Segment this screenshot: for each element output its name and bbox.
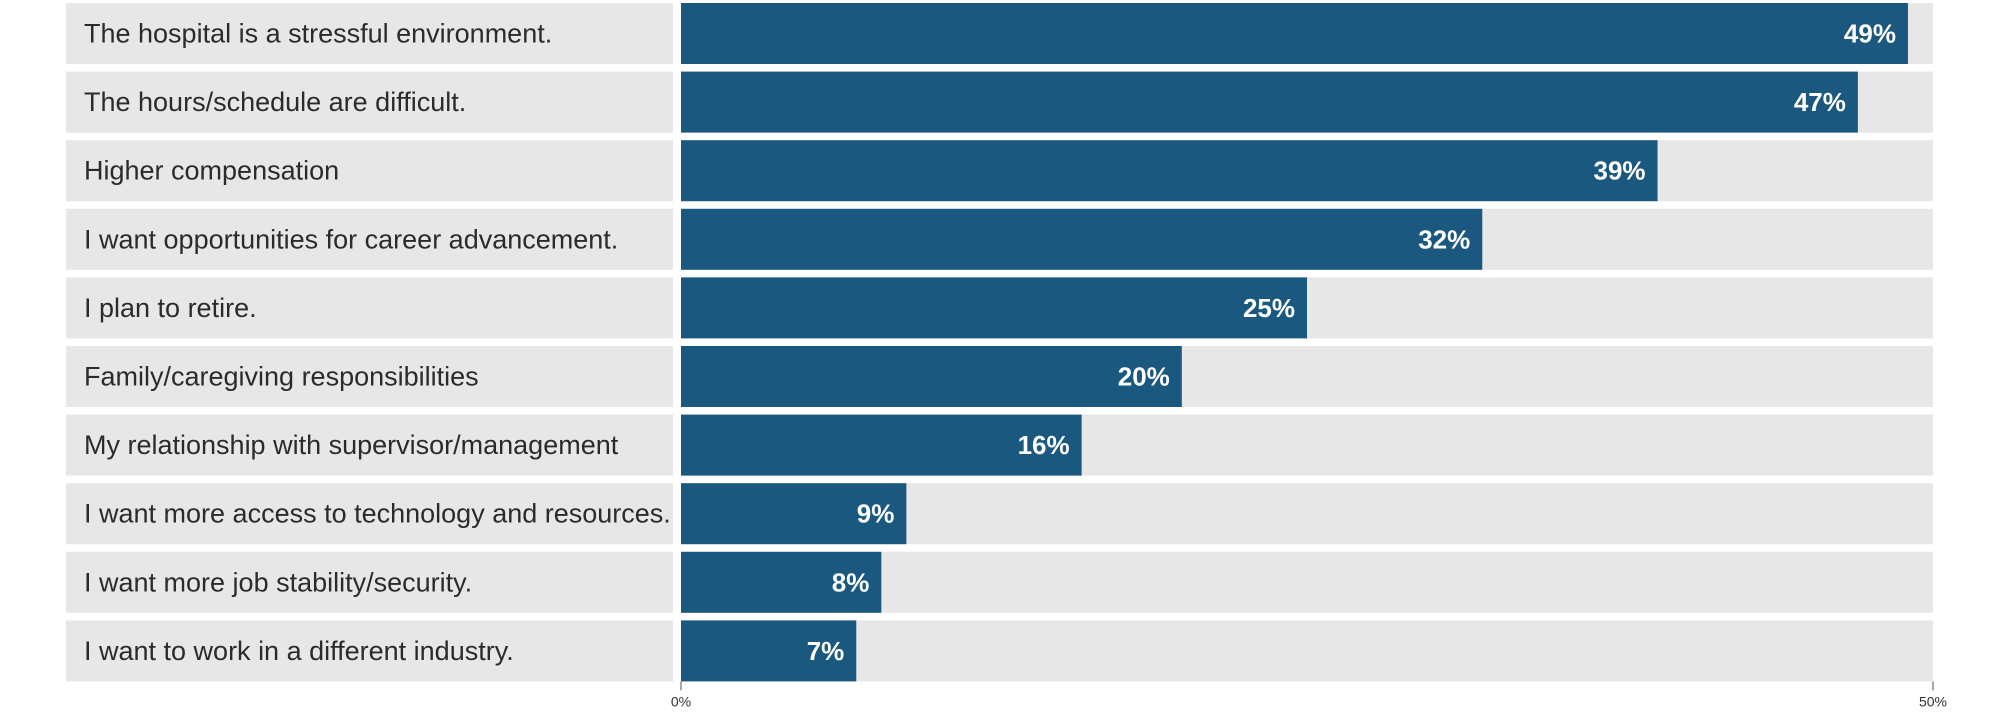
category-label-background	[66, 277, 673, 339]
bar	[681, 277, 1307, 339]
category-label: I want more job stability/security.	[84, 567, 472, 597]
bar	[681, 71, 1858, 133]
bar	[681, 346, 1182, 407]
value-label: 20%	[1118, 362, 1170, 392]
bar-track	[681, 620, 1933, 682]
bar	[681, 620, 857, 682]
value-label: 39%	[1594, 156, 1646, 186]
category-label: I want opportunities for career advancem…	[84, 224, 618, 254]
category-label: The hours/schedule are difficult.	[84, 87, 466, 117]
category-label-background	[66, 620, 673, 682]
value-label: 16%	[1018, 430, 1070, 460]
value-label: 8%	[832, 567, 870, 597]
x-tick-label: 50%	[1919, 693, 1947, 709]
category-label: I want more access to technology and res…	[84, 499, 671, 529]
bar-track	[681, 551, 1933, 613]
category-label-background	[66, 208, 673, 270]
bar	[681, 3, 1908, 64]
category-label-background	[66, 414, 673, 476]
category-label-background	[66, 551, 673, 613]
category-label: My relationship with supervisor/manageme…	[84, 430, 619, 460]
category-label: I plan to retire.	[84, 293, 257, 323]
category-label-background	[66, 3, 673, 64]
category-labels: The hospital is a stressful environment.…	[84, 19, 671, 666]
value-label: 9%	[857, 499, 895, 529]
bar	[681, 483, 907, 545]
bar	[681, 208, 1483, 270]
category-label-background	[66, 483, 673, 545]
category-label-backgrounds	[66, 3, 673, 682]
bar	[681, 140, 1658, 202]
category-label: I want to work in a different industry.	[84, 636, 514, 666]
category-label-background	[66, 140, 673, 202]
bars	[681, 3, 1908, 682]
category-label: Higher compensation	[84, 156, 339, 186]
category-label: Family/caregiving responsibilities	[84, 362, 479, 392]
value-label: 7%	[807, 636, 845, 666]
value-label: 47%	[1794, 87, 1846, 117]
x-tick-label: 0%	[671, 693, 691, 709]
value-labels: 49% 47% 39% 32% 25% 20% 16% 9% 8% 7%	[807, 19, 1896, 666]
x-axis: 0% 50%	[671, 681, 1947, 709]
category-label: The hospital is a stressful environment.	[84, 19, 552, 49]
category-label-background	[66, 71, 673, 133]
value-label: 49%	[1844, 19, 1896, 49]
bar	[681, 414, 1082, 476]
value-label: 25%	[1243, 293, 1295, 323]
bar	[681, 551, 882, 613]
value-label: 32%	[1418, 224, 1470, 254]
category-label-background	[66, 346, 673, 407]
